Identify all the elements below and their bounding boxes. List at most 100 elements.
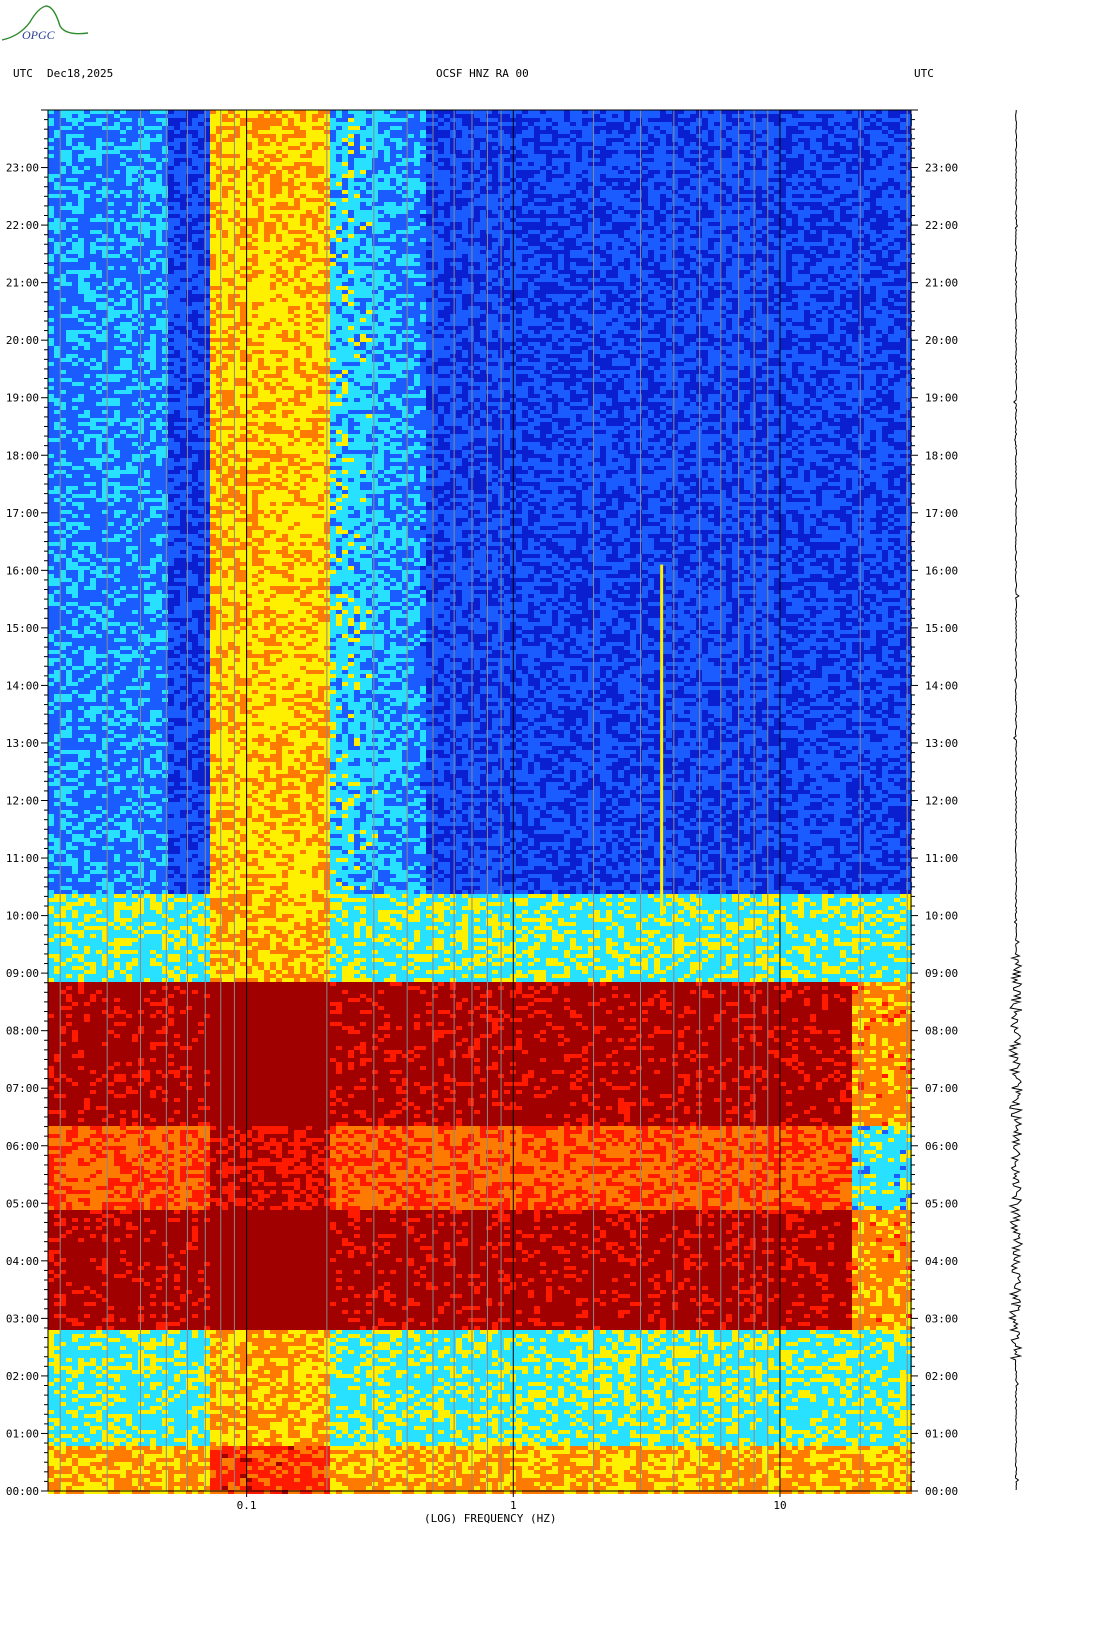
heatmap-cell [330,298,336,302]
heatmap-cell [144,110,150,114]
heatmap-cell [192,202,198,206]
heatmap-cell [78,126,84,130]
heatmap-cell [624,218,630,222]
heatmap-cell [54,134,60,138]
heatmap-cell [354,110,360,114]
heatmap-cell [582,198,588,202]
heatmap-cell [768,154,774,158]
heatmap-cell [132,230,138,234]
heatmap-cell [318,286,324,290]
heatmap-cell [360,158,366,162]
heatmap-cell [414,210,420,214]
heatmap-cell [378,222,384,226]
heatmap-cell [342,230,348,234]
heatmap-cell [60,274,66,278]
heatmap-cell [276,278,282,282]
heatmap-cell [786,194,792,198]
heatmap-cell [228,262,234,266]
heatmap-cell [132,218,138,222]
heatmap-cell [420,166,426,170]
heatmap-cell [162,286,168,290]
heatmap-cell [804,210,810,214]
heatmap-cell [150,290,156,294]
heatmap-cell [60,122,66,126]
heatmap-cell [456,146,462,150]
heatmap-cell [174,298,180,302]
heatmap-cell [576,286,582,290]
heatmap-cell [294,222,300,226]
heatmap-cell [372,210,378,214]
heatmap-cell [126,134,132,138]
heatmap-cell [264,178,270,182]
heatmap-cell [336,142,342,146]
heatmap-cell [354,126,360,130]
heatmap-cell [294,170,300,174]
heatmap-cell [666,182,672,186]
heatmap-cell [300,190,306,194]
heatmap-cell [288,110,294,114]
heatmap-cell [342,166,348,170]
heatmap-cell [420,174,426,178]
heatmap-cell [804,258,810,262]
heatmap-cell [294,234,300,238]
heatmap-cell [222,218,228,222]
heatmap-cell [264,162,270,166]
heatmap-cell [114,174,120,178]
heatmap-cell [72,286,78,290]
heatmap-cell [318,202,324,206]
heatmap-cell [312,242,318,246]
heatmap-cell [792,154,798,158]
heatmap-cell [48,266,54,270]
heatmap-cell [648,270,654,274]
heatmap-cell [282,166,288,170]
heatmap-cell [264,294,270,298]
heatmap-cell [342,130,348,134]
heatmap-cell [474,174,480,178]
heatmap-cell [270,178,276,182]
heatmap-cell [876,130,882,134]
heatmap-cell [276,258,282,262]
heatmap-cell [132,138,138,142]
heatmap-cell [276,194,282,198]
heatmap-cell [48,286,54,290]
heatmap-cell [72,294,78,298]
heatmap-cell [846,130,852,134]
heatmap-cell [900,258,906,262]
heatmap-cell [168,154,174,158]
heatmap-cell [210,146,216,150]
heatmap-cell [870,110,876,114]
heatmap-cell [162,218,168,222]
heatmap-cell [726,174,732,178]
heatmap-cell [258,130,264,134]
heatmap-cell [174,246,180,250]
heatmap-cell [504,110,510,114]
heatmap-cell [174,278,180,282]
heatmap-cell [342,142,348,146]
heatmap-cell [120,270,126,274]
heatmap-cell [486,230,492,234]
heatmap-cell [504,274,510,278]
heatmap-cell [438,266,444,270]
heatmap-cell [678,202,684,206]
heatmap-cell [90,118,96,122]
heatmap-cell [744,146,750,150]
heatmap-cell [414,294,420,298]
heatmap-cell [768,226,774,230]
heatmap-cell [420,258,426,262]
heatmap-cell [480,246,486,250]
heatmap-cell [900,142,906,146]
heatmap-cell [162,126,168,130]
heatmap-cell [582,138,588,142]
heatmap-cell [288,182,294,186]
heatmap-cell [342,150,348,154]
heatmap-cell [354,266,360,270]
heatmap-cell [684,190,690,194]
heatmap-cell [114,214,120,218]
heatmap-cell [486,166,492,170]
heatmap-cell [318,118,324,122]
heatmap-cell [534,158,540,162]
heatmap-cell [408,122,414,126]
heatmap-cell [306,214,312,218]
heatmap-cell [84,218,90,222]
heatmap-cell [288,250,294,254]
